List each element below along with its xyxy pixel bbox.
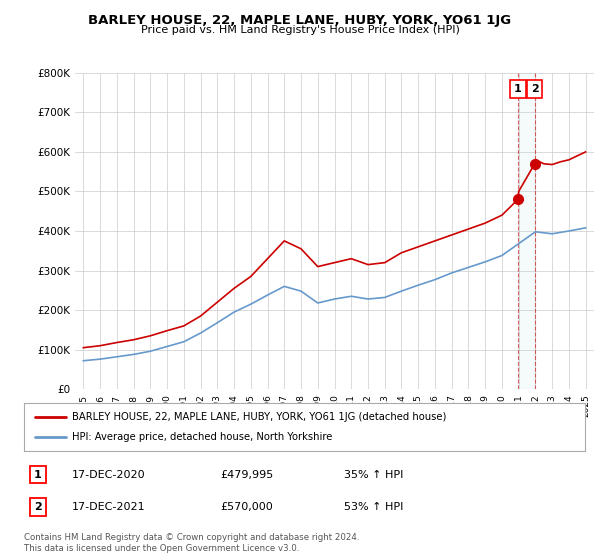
Text: 1: 1 <box>514 83 522 94</box>
Text: Contains HM Land Registry data © Crown copyright and database right 2024.
This d: Contains HM Land Registry data © Crown c… <box>24 533 359 553</box>
Text: 17-DEC-2020: 17-DEC-2020 <box>71 470 145 479</box>
Text: 2: 2 <box>34 502 42 512</box>
Text: HPI: Average price, detached house, North Yorkshire: HPI: Average price, detached house, Nort… <box>71 432 332 442</box>
Text: BARLEY HOUSE, 22, MAPLE LANE, HUBY, YORK, YO61 1JG: BARLEY HOUSE, 22, MAPLE LANE, HUBY, YORK… <box>88 14 512 27</box>
Text: £570,000: £570,000 <box>220 502 273 512</box>
Text: 35% ↑ HPI: 35% ↑ HPI <box>344 470 403 479</box>
Text: £479,995: £479,995 <box>220 470 274 479</box>
Text: 53% ↑ HPI: 53% ↑ HPI <box>344 502 403 512</box>
Text: Price paid vs. HM Land Registry's House Price Index (HPI): Price paid vs. HM Land Registry's House … <box>140 25 460 35</box>
Text: 17-DEC-2021: 17-DEC-2021 <box>71 502 145 512</box>
Bar <box>518 73 535 389</box>
Text: 1: 1 <box>34 470 42 479</box>
Text: BARLEY HOUSE, 22, MAPLE LANE, HUBY, YORK, YO61 1JG (detached house): BARLEY HOUSE, 22, MAPLE LANE, HUBY, YORK… <box>71 412 446 422</box>
Text: 2: 2 <box>531 83 539 94</box>
